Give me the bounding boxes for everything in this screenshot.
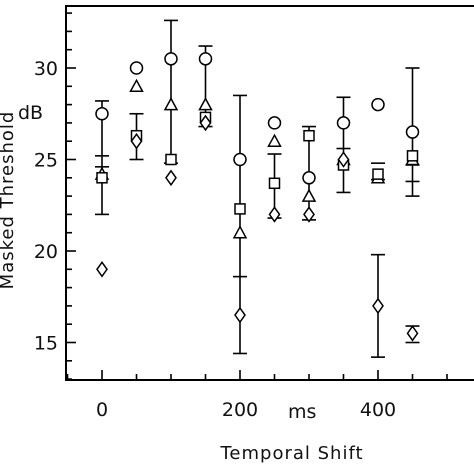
square-point: [96, 172, 108, 184]
square-point: [406, 150, 419, 162]
circle-point: [371, 97, 385, 112]
circle-point: [164, 52, 178, 66]
diamond-point: [199, 114, 212, 132]
x-tick-label: 400: [360, 399, 396, 421]
circle-point: [302, 171, 316, 185]
y-tick-label: 15: [34, 333, 58, 355]
diamond-point: [303, 206, 315, 223]
circle-point: [405, 125, 420, 139]
x-axis-title: Temporal Shift: [219, 443, 363, 464]
diamond-point: [130, 132, 143, 150]
diamond-point: [234, 306, 246, 324]
diamond-point: [268, 206, 281, 223]
diamond-point: [337, 151, 350, 168]
square-point: [165, 153, 177, 166]
diamond-point: [96, 261, 108, 278]
circle-point: [267, 116, 282, 130]
x-tick-label: 0: [96, 399, 108, 421]
y-axis-unit: dB: [18, 102, 43, 124]
x-axis-unit: ms: [288, 401, 316, 423]
circle-point: [198, 52, 213, 66]
y-tick-label: 20: [34, 241, 58, 263]
x-tick-label: 200: [222, 399, 258, 421]
triangle-point: [129, 78, 144, 93]
circle-point: [233, 152, 247, 167]
y-axis-title: Masked Threshold: [0, 111, 18, 290]
triangle-point: [301, 188, 317, 202]
circle-point: [95, 107, 109, 121]
diamond-point: [406, 325, 419, 342]
square-point: [268, 177, 281, 190]
y-tick-label: 25: [34, 150, 58, 172]
diamond-point: [165, 169, 177, 187]
circle-point: [336, 116, 351, 130]
square-point: [372, 168, 384, 180]
square-point: [303, 129, 315, 142]
plot-frame: [65, 5, 474, 381]
square-point: [234, 203, 246, 215]
diamond-point: [372, 297, 384, 315]
circle-point: [129, 61, 144, 75]
triangle-point: [163, 97, 179, 111]
triangle-point: [232, 225, 248, 239]
y-tick-label: 30: [34, 58, 58, 80]
triangle-point: [198, 97, 213, 111]
triangle-point: [267, 133, 282, 147]
